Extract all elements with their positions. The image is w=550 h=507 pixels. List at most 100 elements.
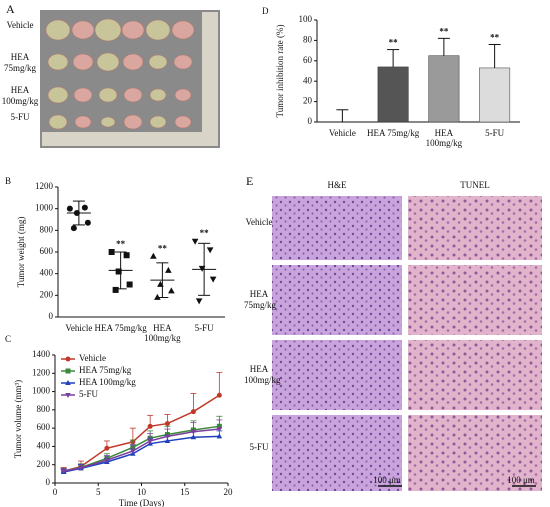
marker [112,286,119,293]
marker [130,449,136,454]
row-label: 5-FU [10,112,30,122]
x-tick-label: HEA 100mg/kg [144,323,181,343]
marker [60,469,67,475]
marker [165,266,172,273]
marker [66,205,73,212]
x-tick-label: 5 [96,487,101,497]
x-tick-label: 0 [53,487,58,497]
tile-tunel [408,415,542,491]
tumor [123,114,143,130]
y-axis-label: Tumor weight (mg) [16,217,26,288]
bar [428,55,460,123]
legend-label: HEA 100mg/kg [79,377,136,387]
tumors [45,18,195,130]
y-tick-label: 600 [40,246,54,256]
series-line [63,428,220,472]
marker [154,293,161,300]
tumor [98,87,118,103]
tumor [96,52,120,72]
y-tick-label: 400 [40,268,54,278]
marker [206,247,214,254]
scale-bar-label: 100 μm [373,475,401,485]
marker [190,429,197,435]
y-tick-label: 0 [46,477,51,487]
marker [147,438,153,444]
y-tick-label: 0 [49,311,54,321]
panel-letter: A [6,2,15,16]
y-tick-label: 40 [303,75,313,85]
marker [168,287,175,294]
tumor [174,88,192,102]
tumor [47,86,69,104]
tile-tunel [408,340,542,410]
marker [123,252,130,259]
marker [65,393,71,398]
y-tick-label: 200 [37,459,51,469]
y-tick-label: 400 [37,440,51,450]
x-tick-label: 5-FU [194,323,214,333]
y-tick-label: 800 [37,404,51,414]
tumor [48,114,68,130]
marker [115,268,122,275]
x-axis-label: Time (Days) [119,498,164,507]
y-axis-label: Tumor volume (mm³) [13,380,23,458]
marker [104,445,110,451]
annotation: ** [490,33,500,43]
marker [216,392,222,398]
row-label: Vehicle [6,20,34,30]
tumor [122,53,144,71]
y-tick-label: 1000 [35,203,54,213]
marker [150,252,157,259]
annotation: ** [200,228,210,238]
row-label: Vehicle [245,217,273,227]
tumor [123,87,143,103]
row-label: 5-FU [249,442,269,452]
marker [65,356,71,362]
y-tick-label: 1400 [32,349,51,359]
y-tick-label: 1000 [32,386,51,396]
tumor [100,116,116,128]
marker [190,409,196,415]
panel-letter: B [5,176,11,186]
ruler [42,132,218,146]
bar [479,67,511,123]
x-tick-label: HEA 75mg/kg [94,323,147,333]
tumor [71,20,95,40]
tumor [149,115,167,129]
column-label: TUNEL [460,180,490,190]
legend-label: 5-FU [79,389,99,399]
tile-he [272,196,402,260]
scale-bar-label: 100 μm [507,475,535,485]
marker [104,458,110,464]
y-tick-label: 20 [303,96,313,106]
marker [195,298,203,305]
marker [164,434,171,440]
tiles [272,196,542,491]
marker [164,437,171,443]
tumor [74,115,92,129]
y-tick-label: 100 [299,14,313,24]
tumor [173,54,193,70]
marker [164,421,170,427]
row-label: HEA 100mg/kg [244,364,281,385]
marker [108,249,115,255]
y-tick-label: 800 [40,224,54,234]
legend-label: Vehicle [79,353,106,363]
tumor [149,88,167,102]
marker [81,204,88,211]
marker [65,380,71,385]
tumor [72,53,94,71]
y-tick-label: 1200 [35,181,54,191]
tumor [121,20,145,40]
tile-tunel [408,196,542,260]
marker [216,427,223,433]
tile-he [272,265,402,335]
y-tick-label: 200 [40,289,54,299]
marker [216,433,223,439]
panel-letter: E [246,174,253,188]
annotation: ** [389,38,399,48]
column-label: H&E [328,180,348,190]
marker [191,238,199,245]
